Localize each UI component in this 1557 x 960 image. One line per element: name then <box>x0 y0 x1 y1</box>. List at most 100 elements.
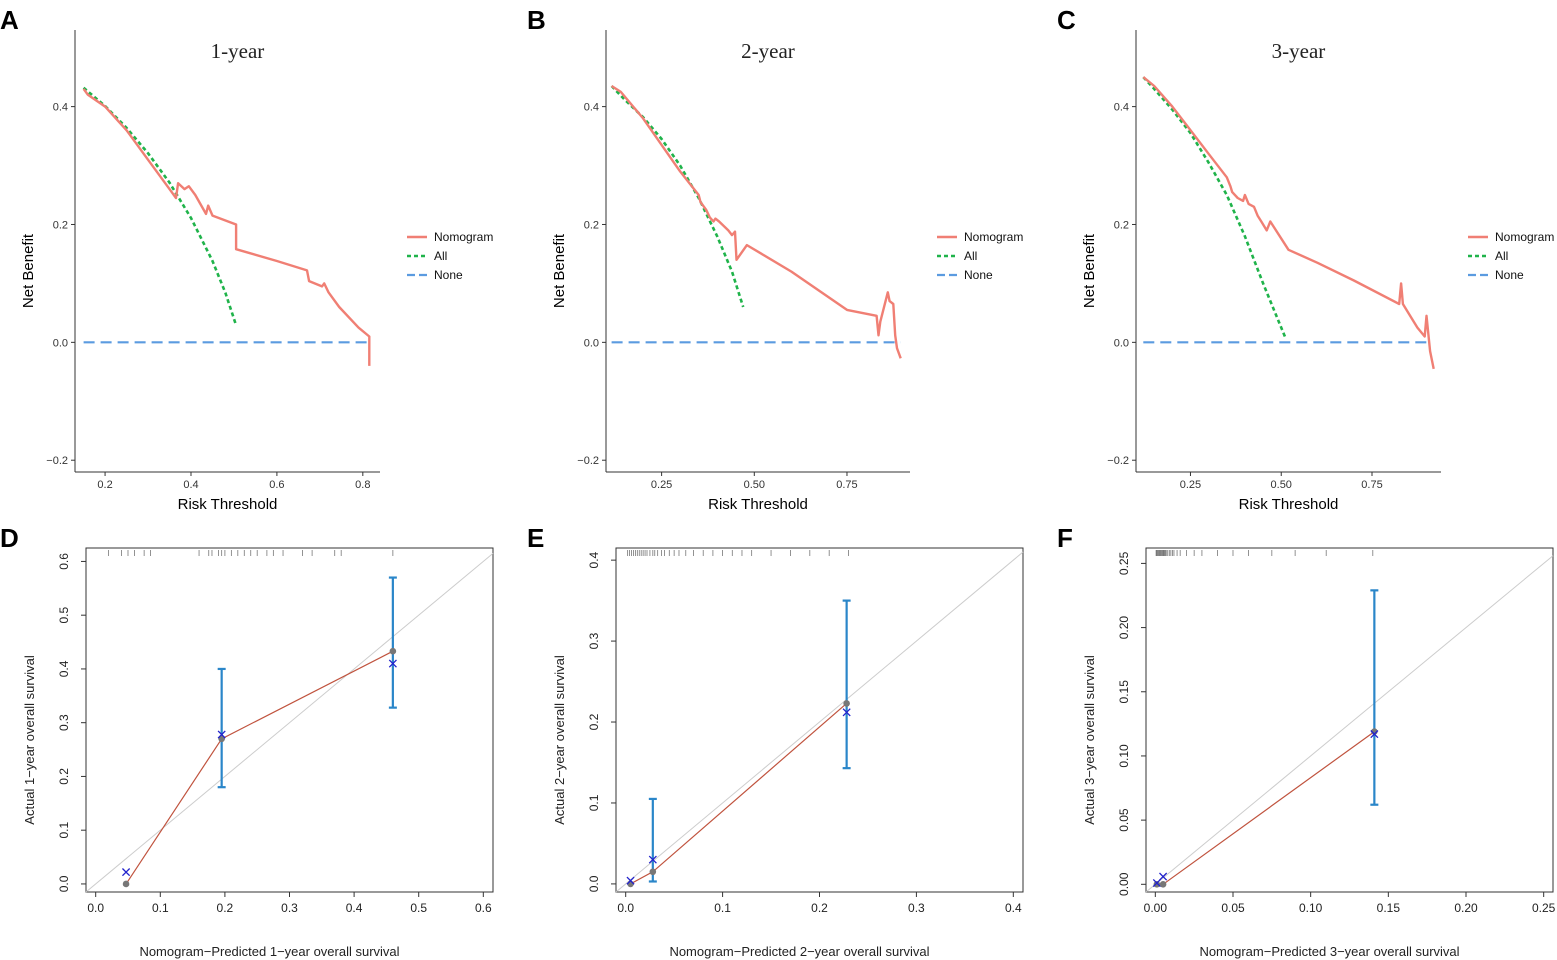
observed-point <box>122 880 130 888</box>
panel-letter: C <box>1057 5 1076 35</box>
panel-a: A 0.2 0.4 0.6 0.8 −0.2 0.0 0.2 0.4 Risk Threshold… <box>0 5 493 513</box>
legend-label: All <box>1495 249 1508 263</box>
bias-corrected-cross <box>388 659 397 668</box>
legend-label: None <box>434 268 463 282</box>
bias-corrected-cross <box>1152 878 1161 888</box>
bias-corrected-cross <box>121 868 131 877</box>
y-tick-label: 0.1 <box>587 794 601 811</box>
y-tick-label: 0.4 <box>587 551 601 568</box>
legend-label: All <box>964 249 977 263</box>
bias-corrected-cross <box>1370 730 1379 739</box>
calibration-line <box>125 650 394 885</box>
series-line-nomogram <box>82 88 371 366</box>
panel-b: B 0.25 0.50 0.75 −0.2 0.0 0.2 0.4 Risk Threshold… <box>527 5 1023 513</box>
y-tick-label: 0.0 <box>57 875 71 892</box>
x-tick-label: 0.75 <box>1361 479 1382 491</box>
y-tick-label: 0.4 <box>53 102 68 114</box>
legend-label: None <box>964 268 993 282</box>
plot-title: 3-year <box>1272 39 1326 63</box>
series-line-all <box>1142 76 1287 337</box>
panel-d: D 0.0 0.1 0.2 0.3 0.4 0.5 0.6 0.0 0.1 0.2 0.3 0.4 0.5… <box>0 523 494 959</box>
y-tick-label: −0.2 <box>46 455 68 467</box>
calibration-line <box>630 702 847 885</box>
bias-corrected-cross <box>217 730 226 739</box>
panel-letter: E <box>527 523 544 553</box>
y-tick-label: 0.4 <box>584 102 599 114</box>
y-tick-label: 0.0 <box>1114 337 1129 349</box>
x-tick-label: 0.1 <box>714 901 731 915</box>
legend-label: Nomogram <box>964 230 1023 244</box>
ideal-diagonal <box>85 552 494 893</box>
plot-frame <box>85 547 494 893</box>
y-tick-label: 0.00 <box>1117 872 1131 896</box>
x-axis-title: Risk Threshold <box>178 496 278 513</box>
ideal-diagonal <box>615 551 1024 893</box>
x-tick-label: 0.3 <box>908 901 925 915</box>
panel-c: C 0.25 0.50 0.75 −0.2 0.0 0.2 0.4 Risk Threshold… <box>1057 5 1554 513</box>
x-axis-title: Nomogram−Predicted 1−year overall surviv… <box>139 944 399 959</box>
x-tick-label: 0.8 <box>355 479 370 491</box>
y-tick-label: 0.20 <box>1117 616 1131 640</box>
panel-letter: D <box>0 523 19 553</box>
x-tick-label: 0.50 <box>1271 479 1292 491</box>
y-tick-label: 0.0 <box>584 337 599 349</box>
panel-letter: A <box>0 5 19 35</box>
observed-point <box>389 647 397 655</box>
y-tick-label: 0.3 <box>587 632 601 649</box>
y-tick-label: 0.1 <box>57 822 71 839</box>
x-tick-label: 0.25 <box>651 479 672 491</box>
y-axis-title: Actual 3−year overall survival <box>1082 655 1097 825</box>
y-tick-label: 0.3 <box>57 714 71 731</box>
x-tick-label: 0.75 <box>836 479 857 491</box>
plot-title: 2-year <box>741 39 795 63</box>
y-tick-label: 0.4 <box>57 660 71 677</box>
x-tick-label: 0.5 <box>410 901 427 915</box>
x-tick-label: 0.3 <box>281 901 298 915</box>
y-axis-title: Actual 2−year overall survival <box>552 655 567 825</box>
x-tick-label: 0.1 <box>152 901 169 915</box>
y-tick-label: 0.2 <box>53 219 68 231</box>
y-tick-label: 0.0 <box>587 875 601 892</box>
x-tick-label: 0.6 <box>475 901 492 915</box>
bias-corrected-cross <box>842 708 851 717</box>
y-tick-label: 0.0 <box>53 337 68 349</box>
bias-corrected-cross <box>648 855 657 864</box>
x-tick-label: 0.05 <box>1221 901 1245 915</box>
series-line-nomogram <box>1142 76 1435 370</box>
x-axis-title: Risk Threshold <box>708 496 808 513</box>
observed-point <box>627 880 634 888</box>
y-tick-label: −0.2 <box>577 455 599 467</box>
x-tick-label: 0.15 <box>1377 901 1401 915</box>
legend: Nomogram All None <box>407 230 493 282</box>
x-tick-label: 0.4 <box>346 901 363 915</box>
y-axis-title: Net Benefit <box>551 233 568 308</box>
y-tick-label: 0.2 <box>584 219 599 231</box>
x-axis-title: Risk Threshold <box>1239 496 1339 513</box>
bias-corrected-cross <box>1159 872 1168 881</box>
observed-point <box>843 700 850 707</box>
calibration-line <box>1156 731 1375 885</box>
panel-e: E 0.0 0.1 0.2 0.3 0.4 0.0 0.1 0.2 0.3 0.4 Nomogram−… <box>527 523 1024 959</box>
x-tick-label: 0.0 <box>617 901 634 915</box>
y-tick-label: 0.4 <box>1114 102 1129 114</box>
x-tick-label: 0.25 <box>1180 479 1201 491</box>
legend: Nomogram All None <box>1468 230 1554 282</box>
plot-title: 1-year <box>211 39 265 63</box>
observed-point <box>649 868 657 876</box>
x-tick-label: 0.10 <box>1299 901 1323 915</box>
x-tick-label: 0.2 <box>217 901 234 915</box>
y-tick-label: 0.25 <box>1117 551 1131 575</box>
legend-label: Nomogram <box>1495 230 1554 244</box>
panel-letter: F <box>1057 523 1073 553</box>
legend: Nomogram All None <box>937 230 1023 282</box>
observed-point <box>218 735 225 743</box>
series-line-all <box>610 85 745 308</box>
x-tick-label: 0.4 <box>1005 901 1022 915</box>
x-tick-label: 0.6 <box>269 479 284 491</box>
legend-label: None <box>1495 268 1524 282</box>
y-axis-title: Net Benefit <box>20 233 37 308</box>
ideal-diagonal <box>1145 555 1554 893</box>
y-tick-label: 0.05 <box>1117 808 1131 832</box>
panel-f: F 0.00 0.05 0.10 0.15 0.20 0.25 0.00 0.05 0.10 0.1… <box>1057 523 1556 959</box>
